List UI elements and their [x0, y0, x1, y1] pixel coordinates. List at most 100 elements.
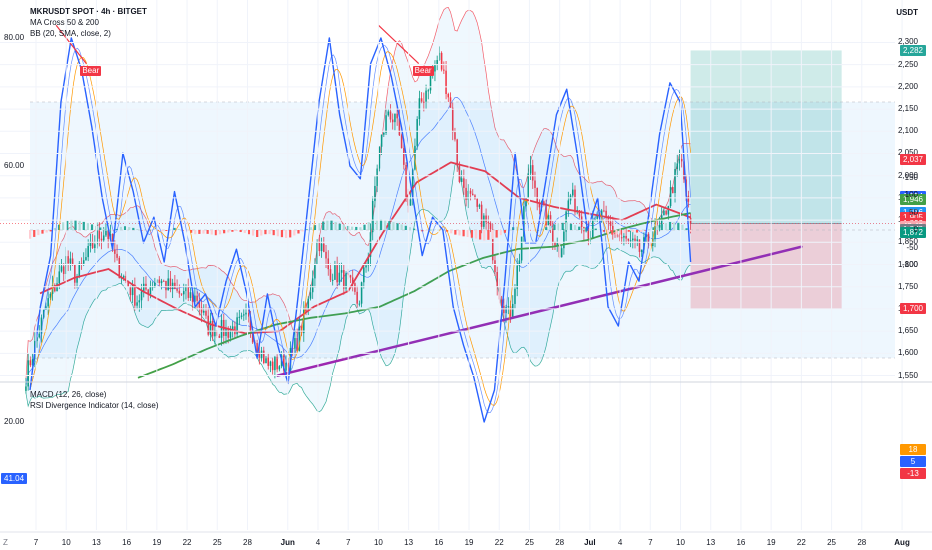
candle-body [318, 242, 321, 252]
indicator-macd[interactable]: MACD (12, 26, close) [30, 390, 107, 399]
candle [380, 134, 383, 155]
candle-body [185, 286, 187, 292]
candle-body [620, 237, 623, 239]
candle-body [182, 291, 185, 295]
time-tick-label: 13 [706, 538, 716, 547]
candle-body [240, 315, 243, 317]
macd-histogram-bar [119, 226, 123, 230]
macd-histogram-bar [367, 222, 370, 230]
macd-axis-label: -50 [906, 242, 918, 252]
candle-body [147, 289, 149, 295]
candle [336, 256, 338, 289]
candle [409, 191, 412, 206]
candle [485, 208, 487, 230]
macd-histogram-bar [86, 223, 90, 230]
macd-histogram-bar [388, 221, 391, 230]
candle [478, 203, 481, 210]
candle-body [425, 90, 427, 102]
candle [56, 277, 58, 292]
candle [416, 116, 418, 150]
macd-histogram-bar [198, 230, 201, 234]
candle-body [571, 189, 574, 196]
candle-body [320, 243, 323, 252]
candle-body [627, 238, 630, 241]
candle-body [96, 230, 98, 245]
macd-histogram-bar [503, 230, 506, 233]
macd-histogram-bar [313, 225, 317, 230]
macd-histogram-bar [206, 230, 209, 234]
timezone-z-label[interactable]: Z [3, 538, 8, 547]
candle-body [151, 286, 154, 288]
candle [94, 235, 96, 253]
bear-divergence-label: Bear [412, 65, 434, 76]
candle-body [420, 98, 423, 102]
candle-body [503, 305, 505, 314]
macd-histogram-bar [355, 226, 358, 230]
candle-body [500, 299, 503, 306]
macd-histogram-bar [664, 223, 668, 230]
candle [587, 220, 590, 246]
candle [503, 298, 505, 323]
candle-body [391, 119, 394, 123]
candle [394, 113, 396, 131]
macd-histogram-bar [635, 230, 639, 233]
stop-zone[interactable] [690, 223, 842, 309]
candle [571, 182, 574, 199]
target-zone[interactable] [690, 50, 842, 224]
candle-body [229, 330, 232, 338]
ascending-trendline[interactable] [276, 245, 803, 377]
indicator-ma-cross[interactable]: MA Cross 50 & 200 [30, 18, 99, 27]
macd-value-badge: 5 [900, 456, 926, 467]
macd-histogram-bar [29, 230, 32, 239]
candle-body [403, 148, 405, 165]
candle [476, 198, 478, 212]
candle-body [269, 361, 272, 366]
macd-axis-label: 50 [909, 207, 918, 217]
macd-histogram-bar [400, 224, 403, 230]
candle [294, 329, 296, 355]
macd-histogram-bar [66, 220, 69, 230]
candle-body [376, 168, 378, 186]
price-tick-label: 1,800 [897, 259, 918, 269]
candle-body [258, 351, 261, 359]
candle-body [194, 295, 196, 302]
candle-body [202, 310, 205, 313]
candle-body [434, 64, 436, 72]
candle-body [640, 249, 643, 252]
candle [116, 244, 118, 261]
candle [629, 230, 632, 248]
candle [107, 229, 109, 249]
macd-histogram-bar [673, 222, 676, 230]
candle-body [276, 356, 278, 370]
candle [238, 309, 241, 325]
candle-body [580, 216, 583, 228]
macd-histogram-bar [598, 229, 601, 231]
candle [518, 253, 521, 272]
macd-histogram-bar [474, 230, 478, 239]
candle-body [380, 134, 383, 147]
macd-histogram-bar [652, 227, 655, 230]
indicator-rsi-divergence[interactable]: RSI Divergence Indicator (14, close) [30, 401, 159, 410]
candle [480, 201, 483, 234]
candle-body [618, 234, 621, 238]
rsi-axis-label: 20.00 [4, 417, 25, 426]
candle-body [463, 178, 465, 188]
candle-body [471, 193, 474, 196]
time-tick-label: 4 [617, 538, 623, 547]
indicator-bb[interactable]: BB (20, SMA, close, 2) [30, 29, 111, 38]
candle-body [438, 52, 441, 60]
candle-body [142, 283, 145, 292]
macd-histogram-bar [677, 222, 680, 230]
candle-body [251, 331, 254, 343]
symbol-title[interactable]: MKRUSDT SPOT · 4h · BITGET [30, 7, 147, 16]
trendline-drawing[interactable] [276, 245, 803, 377]
currency-label[interactable]: USDT [896, 8, 918, 17]
macd-histogram-bar [565, 222, 568, 230]
position-tool[interactable] [0, 50, 895, 309]
candle-body [467, 190, 470, 200]
candle [354, 282, 356, 295]
candle [556, 237, 558, 252]
time-tick-label: 10 [61, 538, 71, 547]
time-tick-label: 16 [122, 538, 132, 547]
